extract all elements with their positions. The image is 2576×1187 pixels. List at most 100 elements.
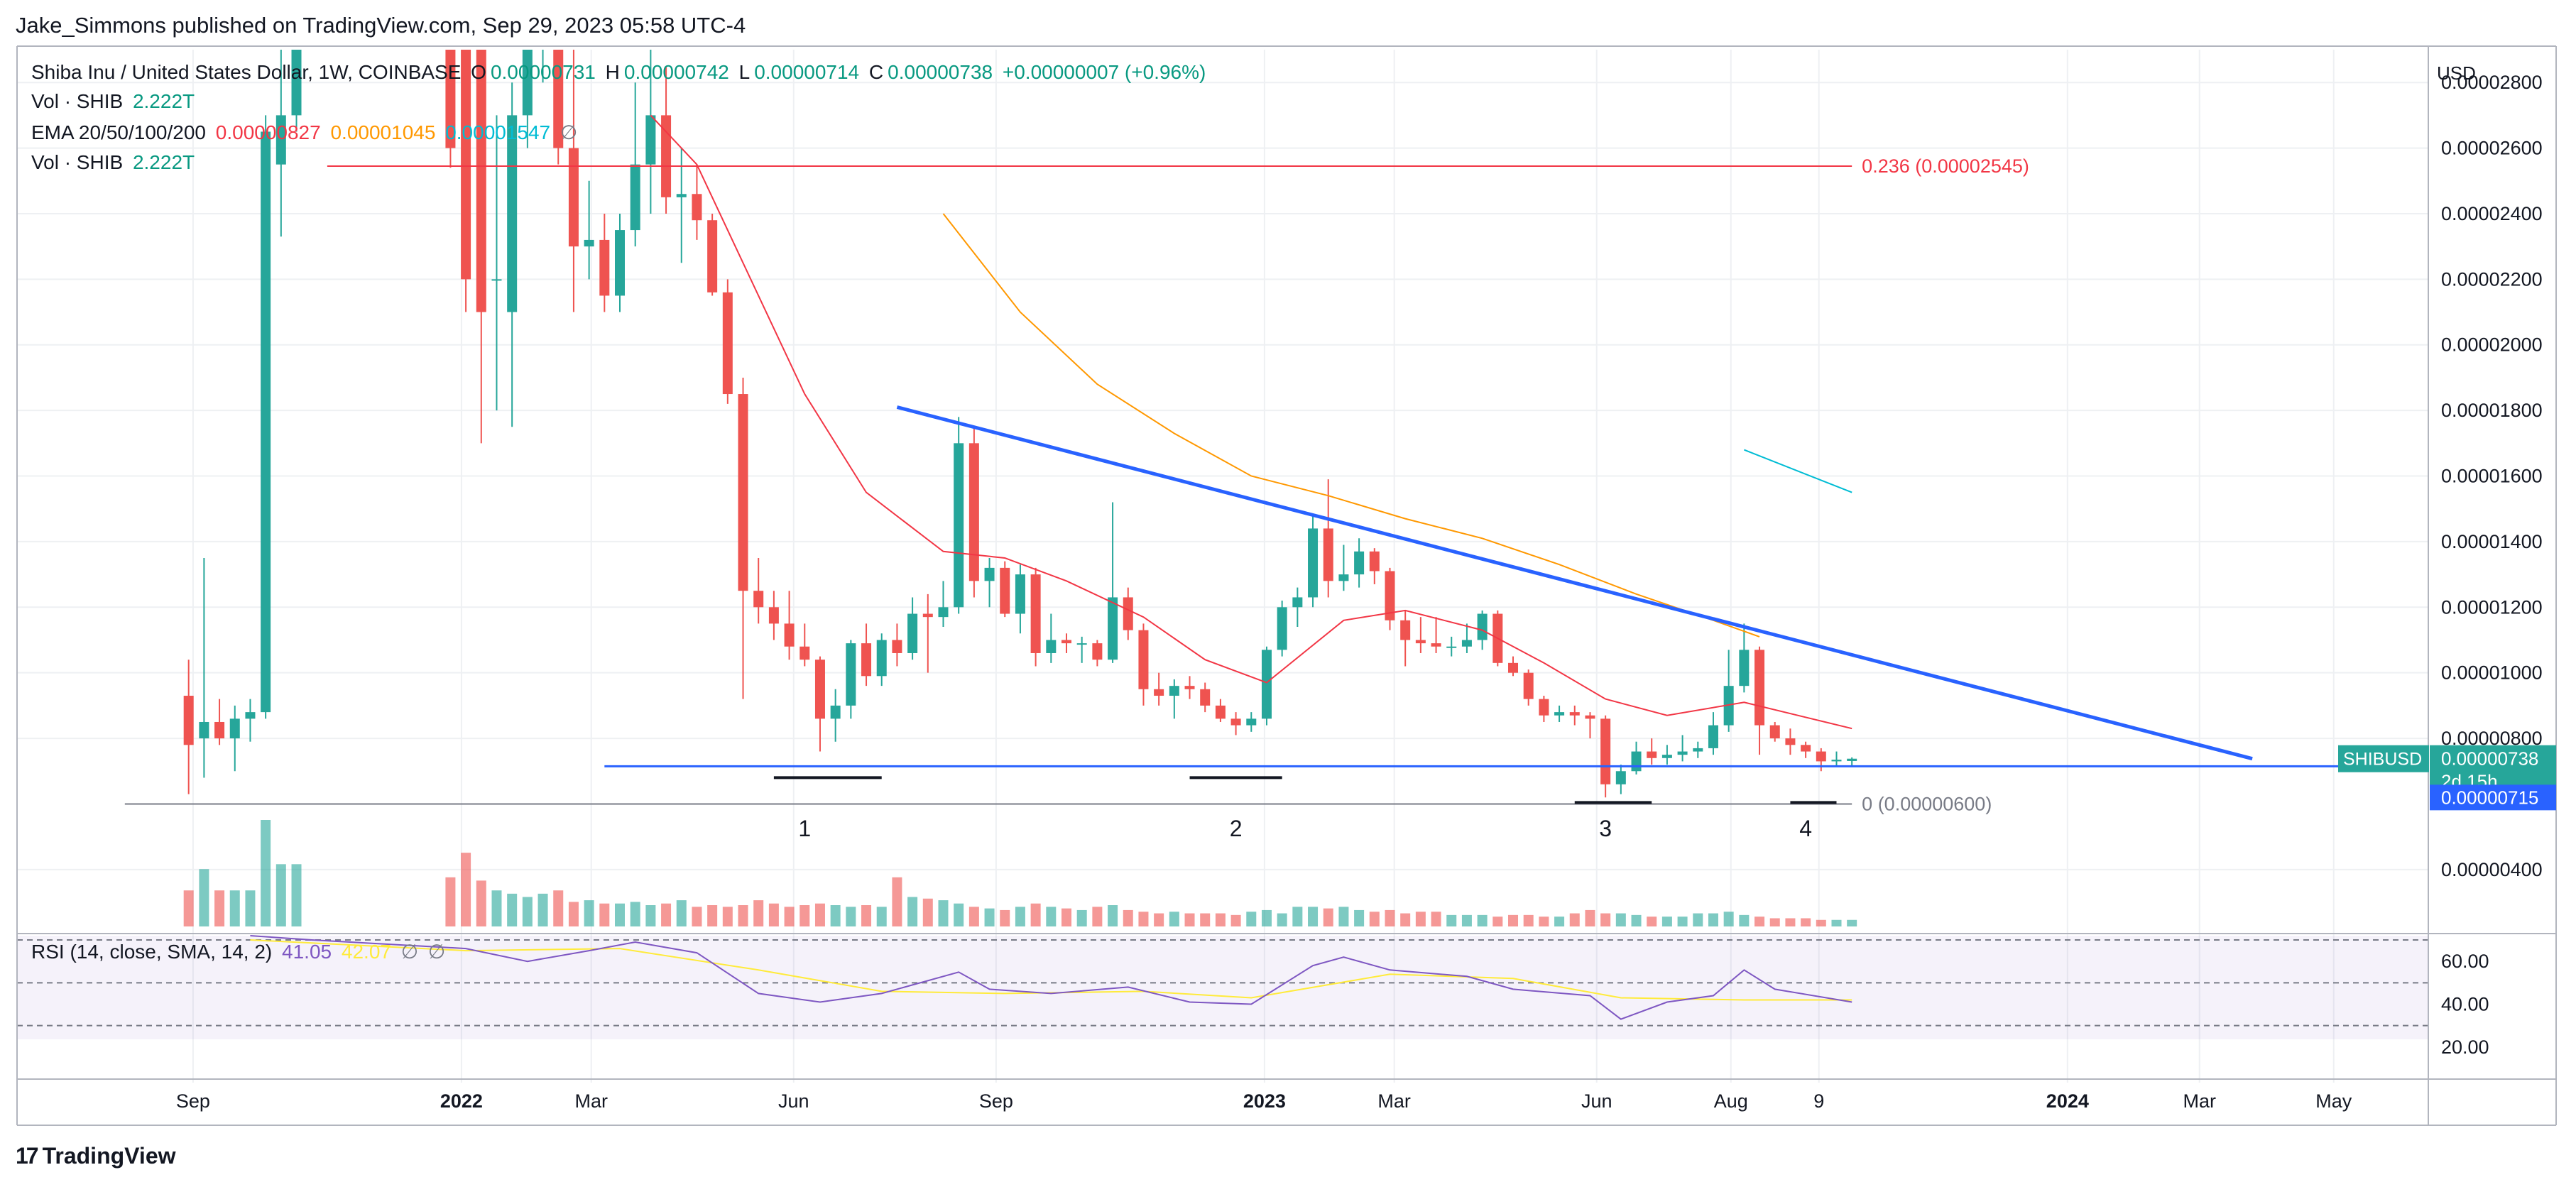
fib-level-label: 0 (0.00000600) [1862,793,1992,814]
candle-body [1677,751,1688,755]
ema200-value: ∅ [560,121,578,143]
candle-body [1261,650,1272,719]
volume-bar [1508,914,1519,926]
volume-bar [1030,903,1041,926]
candle-body [922,613,933,618]
ema100-line [1744,449,1852,493]
volume-bar [245,890,256,926]
candle-body [814,660,825,719]
candle-body [1816,751,1826,762]
candle-body [1539,699,1549,716]
volume-bar [522,897,533,926]
candle-body [630,164,640,231]
candle-body [1693,748,1703,752]
candle-body [1739,650,1750,687]
candle-body [707,220,718,292]
volume-bar [1108,905,1118,926]
symbol-name[interactable]: Shiba Inu / United States Dollar, 1W, CO… [31,61,462,83]
candle-body [1785,738,1796,745]
y-tick-label: 0.00001200 [2441,596,2543,618]
candle-body [1184,686,1195,689]
volume-bar [584,900,594,926]
tradingview-brand[interactable]: 17 TradingView [16,1143,176,1169]
symbol-legend[interactable]: Shiba Inu / United States Dollar, 1W, CO… [31,61,1210,84]
close-label: C [868,61,884,83]
candle-body [584,239,594,247]
rsi-legend[interactable]: RSI (14, close, SMA, 14, 2) 41.05 42.07 … [31,940,449,963]
candle-body [1092,643,1103,660]
rsi-tick-label: 40.00 [2441,994,2489,1015]
rsi-value: 41.05 [282,941,332,963]
candle-body [491,279,502,281]
line-price-badge [2430,784,2556,811]
y-tick-label: 0.00000400 [2441,859,2543,880]
currency-label[interactable]: USD [2437,62,2476,84]
candle-body [553,50,564,148]
x-tick-label: Sep [979,1090,1013,1112]
volume-bar [1138,912,1149,926]
candle-body [1030,574,1041,653]
candle-body [1308,528,1319,598]
volume-bar [1230,914,1241,926]
volume-bar [1169,912,1179,926]
candle-body [1230,718,1241,726]
volume-bar [1076,909,1087,926]
volume-bar [615,903,625,926]
rsi-sma-value: 42.07 [341,941,391,963]
ema-legend[interactable]: EMA 20/50/100/200 0.00000827 0.00001045 … [31,121,582,144]
volume-bar [1092,907,1103,926]
rsi-null-2: ∅ [427,941,446,963]
fib-level-label: 0.236 (0.00002545) [1862,155,2029,177]
volume-bar [1061,908,1072,926]
candle-body [1831,760,1842,762]
volume-bar [1431,912,1441,926]
volume-bar [507,893,518,926]
volume-bar [954,903,964,926]
volume-bar [1400,913,1411,926]
candle-body [1554,712,1565,716]
rsi-tick-label: 60.00 [2441,951,2489,972]
volume-legend-2[interactable]: Vol · SHIB 2.222T [31,151,199,174]
x-tick-label: Aug [1714,1090,1748,1112]
volume-bar [645,905,656,926]
volume-bar [1200,913,1211,926]
candle-body [599,239,610,296]
publisher-line: Jake_Simmons published on TradingView.co… [16,13,746,38]
x-tick-label: Jun [1581,1090,1612,1112]
low-value: 0.00000714 [754,61,860,83]
volume-bar [707,905,718,926]
high-label: H [605,61,620,83]
volume-bar [892,877,902,926]
volume-bar [1000,909,1010,926]
rsi-tick-label: 20.00 [2441,1036,2489,1058]
volume-bar [1415,912,1426,926]
candle-body [907,613,918,653]
volume-bar [784,907,795,926]
volume-bar [1323,908,1333,926]
candle-body [1385,571,1395,620]
candles [183,50,1857,798]
volume-legend-1[interactable]: Vol · SHIB 2.222T [31,90,199,113]
candle-body [799,646,810,660]
volume-bar [1308,907,1319,926]
volume-bar [1354,909,1365,926]
volume-bar [938,900,949,926]
candle-body [476,50,486,312]
candle-body [1138,630,1149,689]
current-price-text: 0.00000738 [2441,748,2538,770]
candle-body [1523,672,1534,699]
volume-bar [1046,907,1057,926]
volume-bar [676,900,687,926]
volume-bar [846,907,856,926]
candle-body [245,712,256,719]
high-value: 0.00000742 [623,61,729,83]
volume-bar [568,902,579,926]
x-tick-label: 2024 [2046,1090,2089,1112]
volume-bar [229,890,240,926]
volume-bar [1015,907,1025,926]
volume-bar [1369,912,1380,926]
volume-bar [1739,914,1750,926]
volume-bar [1184,913,1195,926]
volume-bar [630,902,640,926]
